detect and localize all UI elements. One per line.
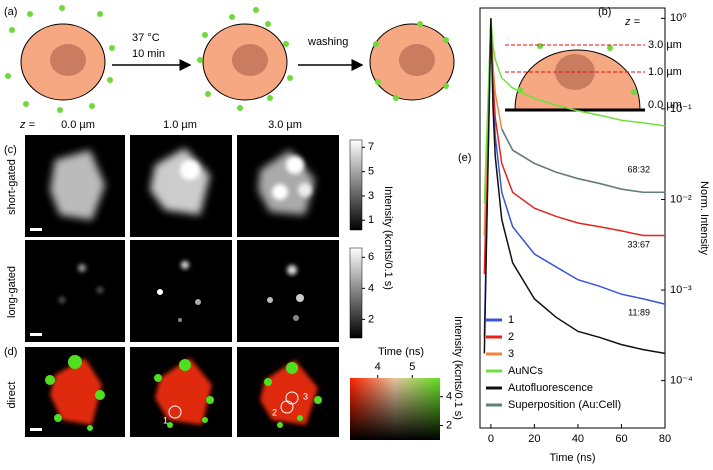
panel-b: (b) z = 3.0 µm 1.0 µm 0.0 µm (505, 6, 682, 112)
decay-chart: (e) 0 20 40 60 80 10⁻⁴ 10⁻³ 10⁻² 10⁻¹ 10⁰ Time (ns… (458, 7, 710, 464)
series-line (483, 18, 666, 204)
colorbar-tick-label: 5 (368, 166, 374, 178)
legend-label: Superposition (Au:Cell) (508, 399, 621, 411)
colorbar-tick-label: 6 (368, 251, 374, 263)
colorbar (349, 247, 363, 339)
legend-label: AuNCs (508, 365, 543, 377)
condition: 37 °C (132, 32, 160, 44)
colorbar-tick-label: 2 (368, 313, 374, 325)
legend-label: Autofluorescence (508, 382, 593, 394)
series-line (501, 128, 665, 194)
roi-label: 3 (303, 391, 308, 401)
roi-label: 1 (163, 415, 168, 425)
x-tick-label: 20 (528, 433, 540, 445)
colormap-tick-label: 4 (375, 361, 381, 373)
x-axis-label: Time (ns) (549, 452, 595, 464)
panel-a: (a) 37 °C 10 min washing (4, 5, 455, 113)
series-line (483, 18, 666, 355)
micrograph (25, 347, 339, 437)
y-tick-label: 10⁻³ (670, 284, 692, 296)
panel-label: (d) (4, 346, 17, 358)
colorbar-tick-label: 2 (446, 419, 452, 431)
colorbar-tick-label: 4 (446, 391, 452, 403)
x-tick-label: 60 (615, 433, 627, 445)
panel-label: (e) (458, 152, 471, 164)
colorbar (349, 139, 363, 231)
y-tick-label: 10⁻¹ (670, 103, 692, 115)
z-label: z = (624, 16, 641, 28)
row-label: short-gated (6, 159, 18, 215)
colorbar-tick-label: 4 (368, 282, 374, 294)
condition: 10 min (132, 48, 165, 60)
depth: 3.0 µm (268, 119, 302, 131)
step: washing (307, 36, 348, 48)
panel-label: (a) (4, 6, 17, 18)
cell (5, 5, 115, 113)
cell (197, 7, 293, 111)
legend-label: 3 (508, 348, 514, 360)
colorbar-tick-label: 3 (368, 190, 374, 202)
annotation: 68:32 (627, 164, 650, 174)
legend-label: 2 (508, 331, 514, 343)
colorbar-label: Intensity (kcnts/0.1 s) (382, 186, 394, 290)
x-tick-label: 80 (659, 433, 671, 445)
x-tick-label: 40 (572, 433, 584, 445)
panel-label: (c) (4, 144, 17, 156)
colormap-2d-shade (350, 378, 440, 440)
colorbar-tick-label: 7 (368, 141, 374, 153)
cell (369, 21, 455, 101)
plot-frame (479, 7, 666, 429)
depth: 1.0 µm (163, 119, 197, 131)
annotation: 11:89 (628, 307, 650, 317)
micrograph (25, 135, 339, 342)
legend-label: 1 (508, 314, 514, 326)
depth: 0.0 µm (61, 119, 95, 131)
roi-label: 2 (272, 407, 277, 417)
panel-d: (d) direct 1 2 3 Time (ns) Intensity (kc… (4, 316, 464, 440)
x-tick-label: 0 (488, 433, 494, 445)
panel-c: (c) z = 0.0 µm 1.0 µm 3.0 µm short-gated… (4, 119, 394, 342)
row-label: direct (6, 382, 18, 409)
y-tick-label: 10⁻² (670, 193, 692, 205)
colorbar-tick-label: 1 (368, 214, 374, 226)
annotation: 33:67 (627, 239, 650, 249)
z-label: z = (19, 119, 36, 131)
colormap-tick-label: 5 (409, 361, 415, 373)
row-label: long-gated (6, 266, 18, 318)
y-axis-label: Norm. Intensity (698, 181, 710, 255)
y-tick-label: 10⁻⁴ (670, 375, 693, 387)
colormap-label: Time (ns) (378, 346, 424, 358)
y-tick-label: 10⁰ (670, 12, 687, 24)
panel-label: (b) (598, 6, 611, 18)
colormap-label: Intensity (kcnts/0.1 s) (452, 316, 464, 420)
